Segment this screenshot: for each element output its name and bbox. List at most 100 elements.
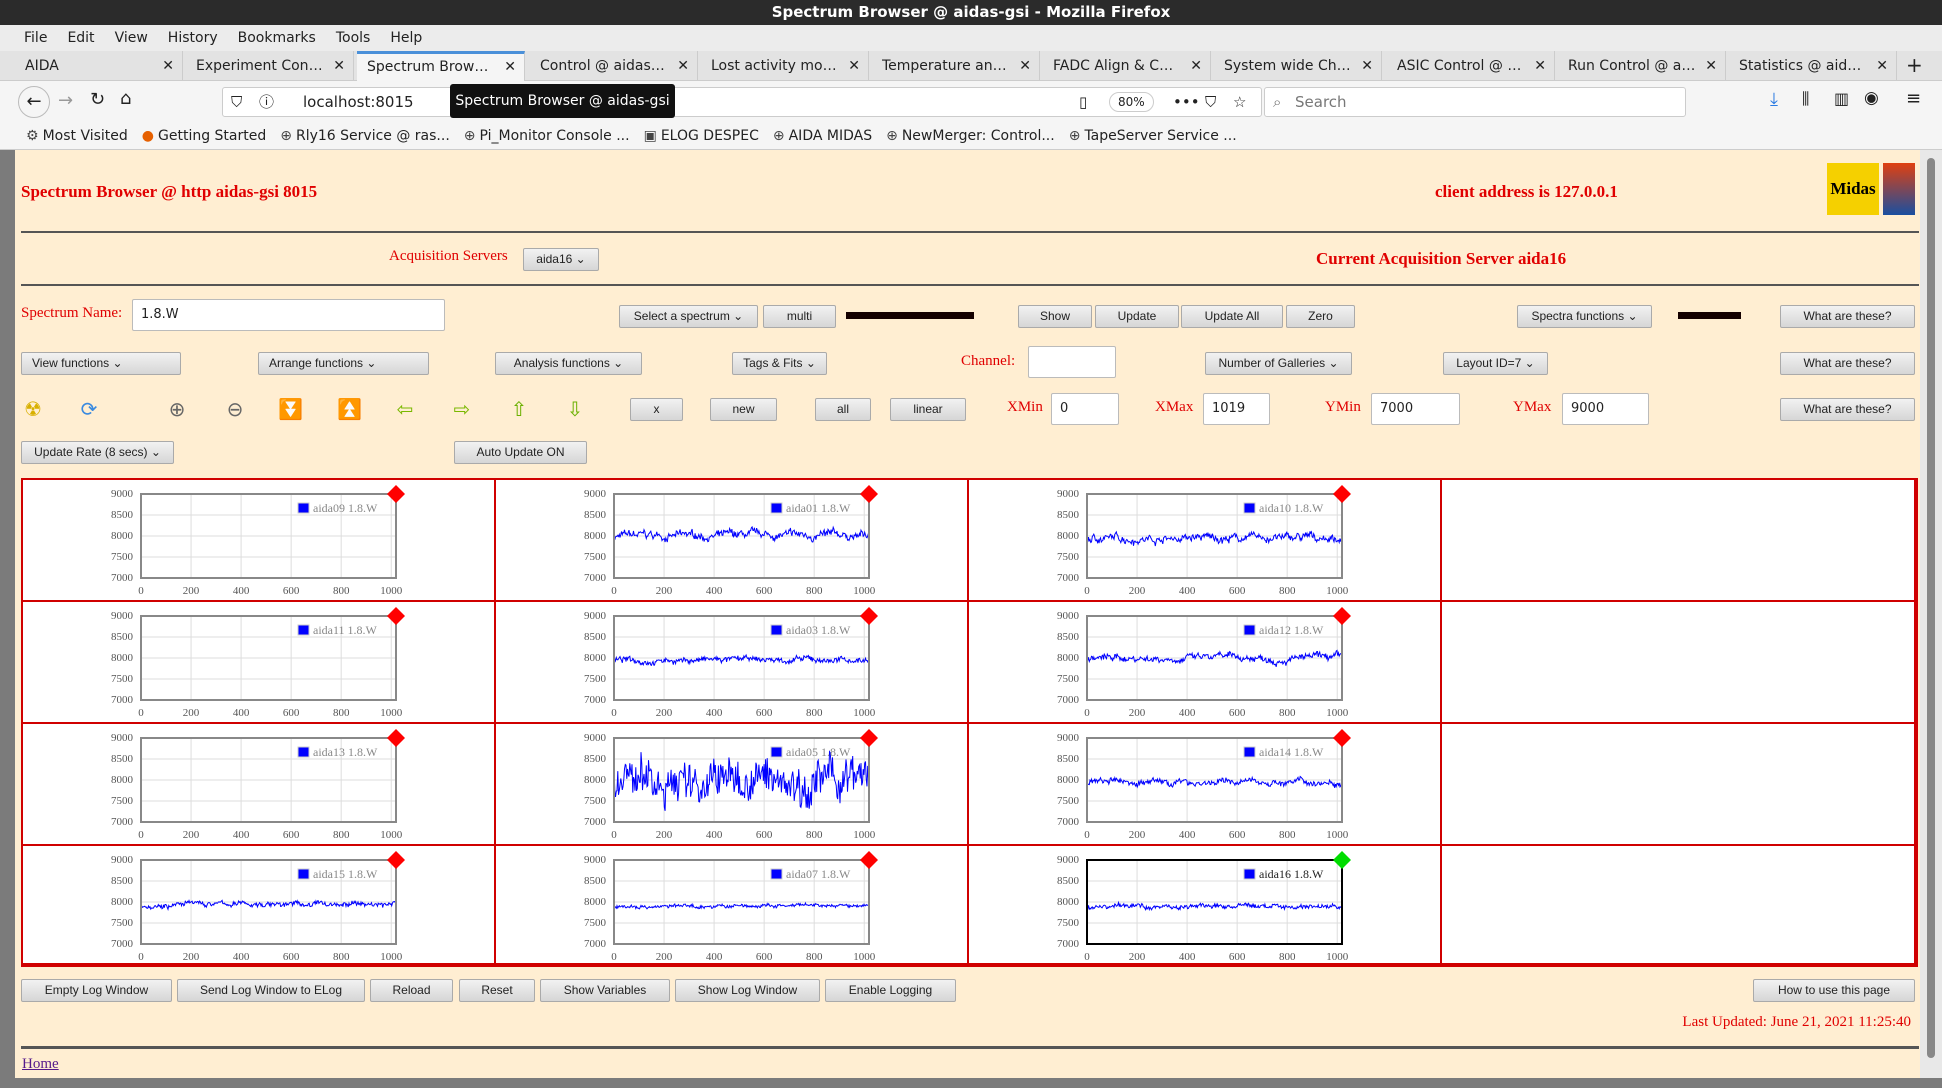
- bookmark-item[interactable]: ● Getting Started: [142, 128, 266, 144]
- select-spectrum-dropdown[interactable]: Select a spectrum: [619, 305, 758, 328]
- status-diamond-icon[interactable]: [387, 485, 405, 503]
- back-icon[interactable]: ←: [18, 86, 50, 118]
- close-tab-icon[interactable]: ✕: [333, 58, 345, 74]
- search-input[interactable]: ⌕ Search: [1264, 87, 1686, 117]
- close-tab-icon[interactable]: ✕: [1705, 58, 1717, 74]
- status-diamond-icon[interactable]: [860, 851, 878, 869]
- xmax-input[interactable]: 1019: [1203, 393, 1270, 425]
- show-variables-button[interactable]: Show Variables: [540, 979, 670, 1002]
- enable-logging-button[interactable]: Enable Logging: [825, 979, 956, 1002]
- close-tab-icon[interactable]: ✕: [1876, 58, 1888, 74]
- tab-0[interactable]: AIDA ✕: [15, 51, 183, 81]
- home-icon[interactable]: ⌂: [120, 88, 132, 109]
- zoom-in-icon[interactable]: ⊕: [168, 397, 186, 421]
- acq-server-select[interactable]: aida16: [523, 248, 599, 271]
- layout-dropdown[interactable]: Layout ID=7: [1443, 352, 1548, 375]
- auto-update-button[interactable]: Auto Update ON: [454, 441, 587, 464]
- bookmark-item[interactable]: ⊕ AIDA MIDAS: [773, 128, 872, 144]
- status-diamond-icon[interactable]: [1333, 851, 1351, 869]
- bookmark-item[interactable]: ⚙ Most Visited: [26, 128, 128, 144]
- status-diamond-icon[interactable]: [387, 851, 405, 869]
- spectra-functions-dropdown[interactable]: Spectra functions: [1517, 305, 1652, 328]
- star-icon[interactable]: ☆: [1233, 93, 1247, 111]
- bookmark-item[interactable]: ⊕ Rly16 Service @ ras...: [280, 128, 450, 144]
- radiation-icon[interactable]: ☢: [24, 397, 42, 421]
- what-are-these-button[interactable]: What are these?: [1780, 352, 1915, 375]
- tags-fits-dropdown[interactable]: Tags & Fits: [732, 352, 827, 375]
- tab-1[interactable]: Experiment Control ✕: [186, 51, 354, 81]
- spectrum-chart[interactable]: 0 200 400 600 800 1000 9000 8500 8000 7500 7000 aid…: [496, 602, 969, 724]
- bookmark-item[interactable]: ▣ ELOG DESPEC: [644, 128, 759, 144]
- home-link[interactable]: Home: [22, 1056, 59, 1072]
- arrange-functions-dropdown[interactable]: Arrange functions: [258, 352, 429, 375]
- tab-2[interactable]: Spectrum Browser @ aidas-gsi ✕: [357, 51, 525, 81]
- how-to-use-button[interactable]: How to use this page: [1753, 979, 1915, 1002]
- status-diamond-icon[interactable]: [387, 729, 405, 747]
- arrow-right-icon[interactable]: ⇨: [453, 397, 471, 421]
- sidebar-icon[interactable]: ▥: [1834, 89, 1850, 108]
- spectrum-chart[interactable]: 0 200 400 600 800 1000 9000 8500 8000 7500 7000 aid…: [496, 480, 969, 602]
- close-tab-icon[interactable]: ✕: [1534, 58, 1546, 74]
- close-tab-icon[interactable]: ✕: [1190, 58, 1202, 74]
- tab-5[interactable]: Temperature and status ✕: [872, 51, 1040, 81]
- new-button[interactable]: new: [710, 398, 777, 421]
- show-button[interactable]: Show: [1018, 305, 1092, 328]
- gallery-cell[interactable]: 0 200 400 600 800 1000 9000 8500 8000 7500 7000 aid…: [969, 602, 1442, 724]
- scrollbar[interactable]: [1920, 150, 1942, 1078]
- gallery-cell[interactable]: 0 200 400 600 800 1000 9000 8500 8000 7500 7000 aid…: [496, 724, 969, 846]
- empty-log-window-button[interactable]: Empty Log Window: [21, 979, 172, 1002]
- what-are-these-button[interactable]: What are these?: [1780, 398, 1915, 421]
- info-icon[interactable]: ⓘ: [259, 93, 275, 111]
- tab-3[interactable]: Control @ aidas-gsi ✕: [530, 51, 698, 81]
- number-of-galleries-dropdown[interactable]: Number of Galleries: [1205, 352, 1352, 375]
- zoom-out-icon[interactable]: ⊖: [226, 397, 244, 421]
- expand-down-icon[interactable]: ⏬: [278, 397, 303, 421]
- more-icon[interactable]: •••: [1173, 93, 1200, 111]
- arrow-down-icon[interactable]: ⇩: [566, 397, 584, 421]
- status-diamond-icon[interactable]: [1333, 485, 1351, 503]
- spectrum-chart[interactable]: 0 200 400 600 800 1000 9000 8500 8000 7500 7000 aid…: [969, 846, 1442, 968]
- forward-icon[interactable]: →: [58, 90, 74, 111]
- reload-button[interactable]: Reload: [370, 979, 453, 1002]
- menu-view[interactable]: View: [114, 30, 148, 46]
- url-bar[interactable]: ⛉ ⓘ localhost:8015 ▯ 80% ••• ⛉ ☆: [222, 87, 1262, 117]
- spectrum-chart[interactable]: 0 200 400 600 800 1000 9000 8500 8000 7500 7000 aid…: [23, 480, 496, 602]
- spectrum-chart[interactable]: 0 200 400 600 800 1000 9000 8500 8000 7500 7000 aid…: [496, 846, 969, 968]
- spectrum-chart[interactable]: 0 200 400 600 800 1000 9000 8500 8000 7500 7000 aid…: [496, 724, 969, 846]
- tab-4[interactable]: Lost activity monitor ✕: [701, 51, 869, 81]
- shield-icon[interactable]: ⛉: [231, 93, 243, 111]
- gallery-cell[interactable]: 0 200 400 600 800 1000 9000 8500 8000 7500 7000 aid…: [23, 480, 496, 602]
- gallery-cell[interactable]: 0 200 400 600 800 1000 9000 8500 8000 7500 7000 aid…: [496, 602, 969, 724]
- gallery-cell[interactable]: 0 200 400 600 800 1000 9000 8500 8000 7500 7000 aid…: [23, 724, 496, 846]
- status-diamond-icon[interactable]: [860, 485, 878, 503]
- reader-icon[interactable]: ▯: [1079, 93, 1088, 111]
- tab-8[interactable]: ASIC Control @ aidas-gsi ✕: [1387, 51, 1555, 81]
- close-tab-icon[interactable]: ✕: [677, 58, 689, 74]
- bookmark-item[interactable]: ⊕ Pi_Monitor Console ...: [464, 128, 630, 144]
- tab-6[interactable]: FADC Align & Control ✕: [1043, 51, 1211, 81]
- reset-button[interactable]: Reset: [459, 979, 535, 1002]
- menu-tools[interactable]: Tools: [335, 30, 371, 46]
- gallery-cell[interactable]: 0 200 400 600 800 1000 9000 8500 8000 7500 7000 aid…: [496, 846, 969, 965]
- status-diamond-icon[interactable]: [860, 729, 878, 747]
- refresh-icon[interactable]: ⟳: [80, 397, 98, 421]
- gallery-cell[interactable]: 0 200 400 600 800 1000 9000 8500 8000 7500 7000 aid…: [496, 480, 969, 602]
- gallery-cell[interactable]: 0 200 400 600 800 1000 9000 8500 8000 7500 7000 aid…: [969, 724, 1442, 846]
- close-tab-icon[interactable]: ✕: [1361, 58, 1373, 74]
- close-tab-icon[interactable]: ✕: [504, 59, 516, 75]
- hamburger-menu-icon[interactable]: ≡: [1906, 88, 1922, 109]
- close-tab-icon[interactable]: ✕: [1019, 58, 1031, 74]
- status-diamond-icon[interactable]: [860, 607, 878, 625]
- new-tab-icon[interactable]: +: [1906, 53, 1923, 77]
- close-tab-icon[interactable]: ✕: [848, 58, 860, 74]
- all-button[interactable]: all: [815, 398, 871, 421]
- spectrum-name-input[interactable]: 1.8.W: [132, 299, 445, 331]
- spectrum-chart[interactable]: 0 200 400 600 800 1000 9000 8500 8000 7500 7000 aid…: [23, 846, 496, 968]
- update-rate-dropdown[interactable]: Update Rate (8 secs): [21, 441, 174, 464]
- pocket-icon[interactable]: ⛉: [1205, 93, 1217, 111]
- gallery-cell[interactable]: 0 200 400 600 800 1000 9000 8500 8000 7500 7000 aid…: [23, 602, 496, 724]
- multi-button[interactable]: multi: [763, 305, 836, 328]
- x-button[interactable]: x: [630, 398, 683, 421]
- ymin-input[interactable]: 7000: [1371, 393, 1460, 425]
- spectrum-chart[interactable]: 0 200 400 600 800 1000 9000 8500 8000 7500 7000 aid…: [23, 724, 496, 846]
